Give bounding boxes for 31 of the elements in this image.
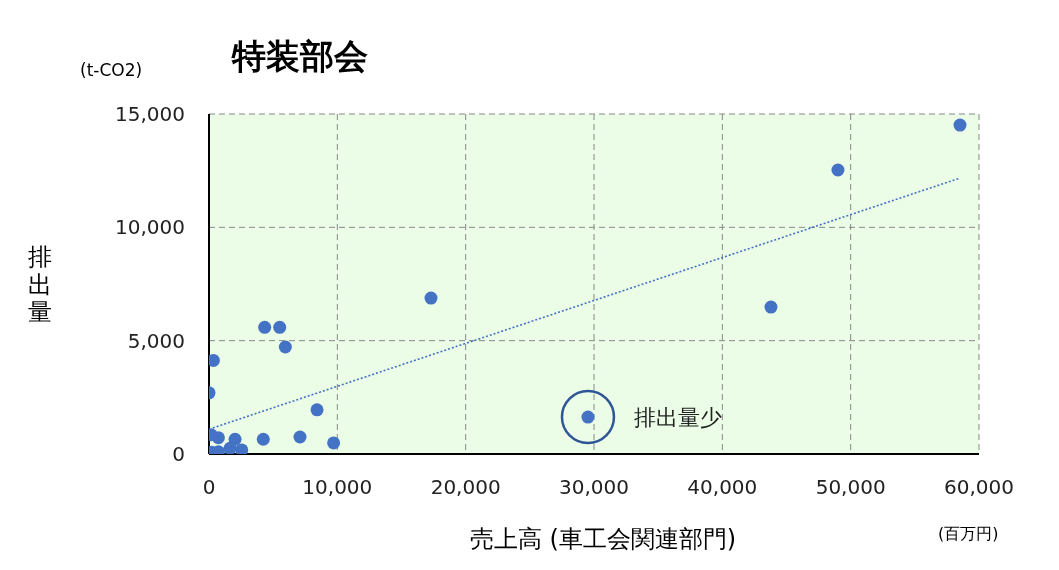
- text: (百万円): [938, 524, 999, 545]
- text: (t-CO2): [80, 60, 143, 80]
- x-tick-label: 50,000: [815, 475, 886, 500]
- x-tick-label: 40,000: [687, 475, 758, 500]
- x-tick-label: 30,000: [559, 475, 629, 500]
- x-axis-title: 売上高 (車工会関連部門): [469, 525, 737, 553]
- y-tick-label: 0: [172, 442, 185, 467]
- y-tick-label: 15,000: [115, 102, 185, 127]
- y-tick-label: 10,000: [115, 215, 185, 240]
- y-axis-title: 排出量: [28, 243, 52, 327]
- y-tick-label: 5,000: [127, 328, 185, 353]
- point: [293, 430, 307, 444]
- x-tick-label: 60,000: [944, 475, 1014, 500]
- point: [424, 291, 438, 305]
- point: [235, 443, 249, 454]
- point: [831, 163, 845, 177]
- point: [256, 432, 270, 446]
- point: [327, 436, 341, 450]
- point: [273, 320, 287, 334]
- point: [258, 320, 272, 334]
- chart-title: 特装部会: [232, 35, 368, 78]
- point: [953, 118, 967, 132]
- point: [278, 340, 292, 354]
- point: [223, 441, 237, 454]
- x-tick-label: 0: [202, 475, 216, 500]
- point: [764, 300, 778, 314]
- point: [211, 431, 225, 445]
- annotation: 排出量少: [633, 405, 722, 431]
- x-tick-label: 20,000: [430, 475, 501, 500]
- point: [310, 403, 324, 417]
- x-tick-label: 10,000: [302, 475, 373, 500]
